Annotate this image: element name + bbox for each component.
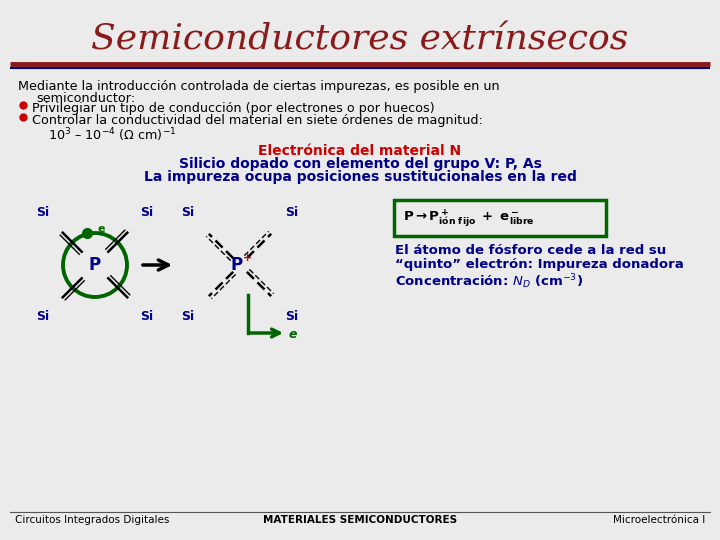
Text: $10^3$ – $10^{-4}$ ($\Omega$ cm)$^{-1}$: $10^3$ – $10^{-4}$ ($\Omega$ cm)$^{-1}$ xyxy=(48,126,176,144)
Text: Si: Si xyxy=(285,310,299,323)
Text: semiconductor:: semiconductor: xyxy=(36,92,135,105)
Text: Si: Si xyxy=(181,310,194,323)
Text: La impureza ocupa posiciones sustitucionales en la red: La impureza ocupa posiciones sustitucion… xyxy=(143,170,577,184)
Text: Controlar la conductividad del material en siete órdenes de magnitud:: Controlar la conductividad del material … xyxy=(32,114,483,127)
Text: Privilegiar un tipo de conducción (por electrones o por huecos): Privilegiar un tipo de conducción (por e… xyxy=(32,102,435,115)
Text: e: e xyxy=(97,224,104,234)
Text: +: + xyxy=(243,253,253,263)
Text: El átomo de fósforo cede a la red su: El átomo de fósforo cede a la red su xyxy=(395,244,666,257)
Text: Semiconductores extrínsecos: Semiconductores extrínsecos xyxy=(91,23,629,57)
Text: P: P xyxy=(231,256,243,274)
Text: e: e xyxy=(289,328,297,341)
Text: $\mathbf{P \rightarrow P^+_{i\acute{o}n\ fijo}\ +\ e^-_{libre}}$: $\mathbf{P \rightarrow P^+_{i\acute{o}n\… xyxy=(403,207,534,229)
Text: “quinto” electrón: Impureza donadora: “quinto” electrón: Impureza donadora xyxy=(395,258,684,271)
FancyBboxPatch shape xyxy=(394,200,606,236)
Text: Si: Si xyxy=(37,206,50,219)
Text: Si: Si xyxy=(181,206,194,219)
Text: Si: Si xyxy=(140,310,153,323)
Text: Concentración: $N_D$ (cm$^{-3}$): Concentración: $N_D$ (cm$^{-3}$) xyxy=(395,272,583,291)
Text: Si: Si xyxy=(140,206,153,219)
Text: Electrónica del material N: Electrónica del material N xyxy=(258,144,462,158)
Text: Si: Si xyxy=(37,310,50,323)
Text: Si: Si xyxy=(285,206,299,219)
Text: P: P xyxy=(89,256,101,274)
Text: Mediante la introducción controlada de ciertas impurezas, es posible en un: Mediante la introducción controlada de c… xyxy=(18,80,500,93)
Text: Silicio dopado con elemento del grupo V: P, As: Silicio dopado con elemento del grupo V:… xyxy=(179,157,541,171)
Text: Circuitos Integrados Digitales: Circuitos Integrados Digitales xyxy=(15,515,169,525)
Text: MATERIALES SEMICONDUCTORES: MATERIALES SEMICONDUCTORES xyxy=(263,515,457,525)
Text: Microelectrónica I: Microelectrónica I xyxy=(613,515,705,525)
